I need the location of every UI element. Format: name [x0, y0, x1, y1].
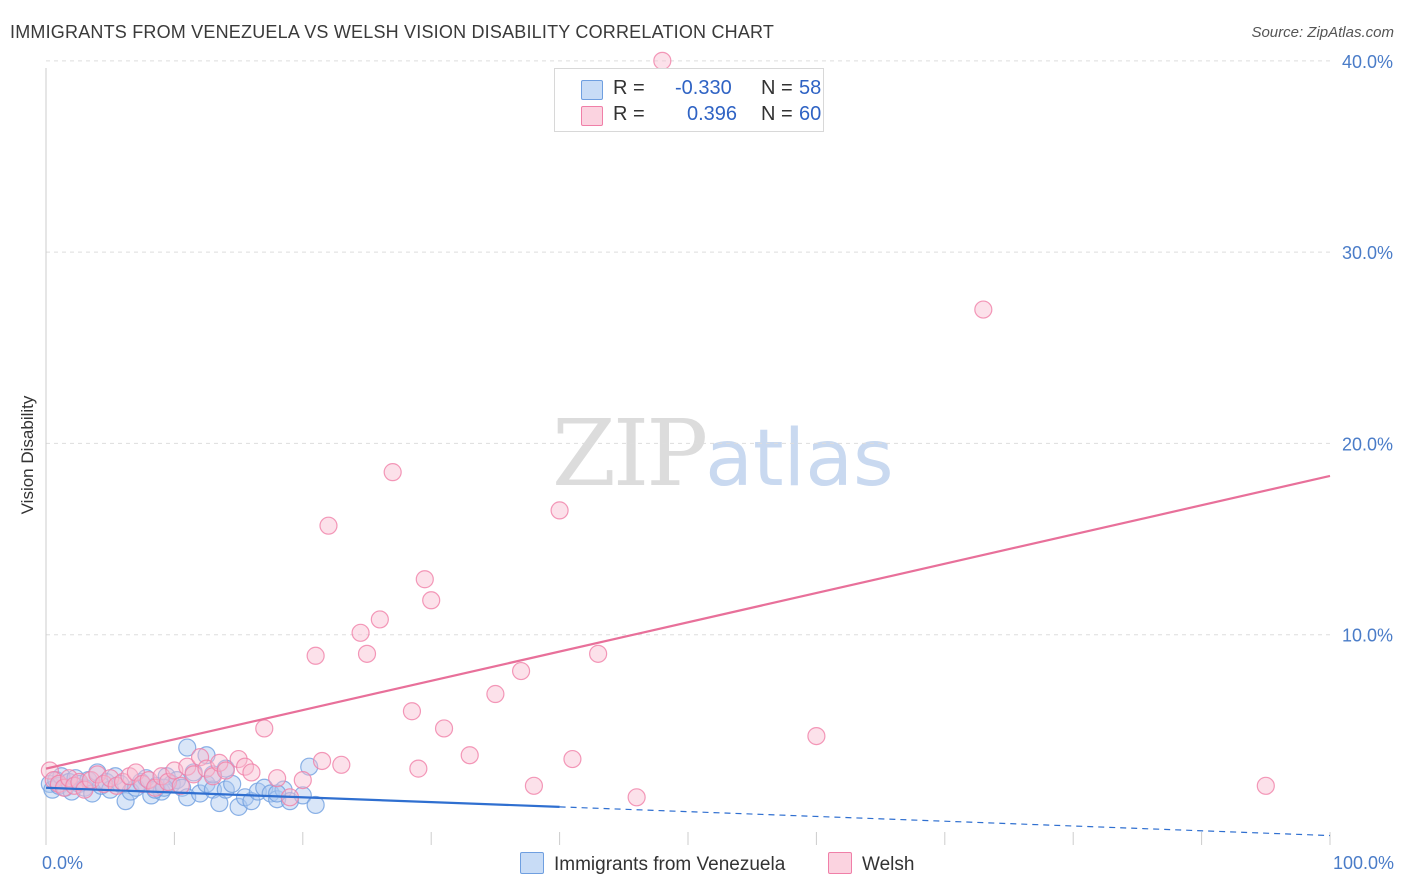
chart-title: IMMIGRANTS FROM VENEZUELA VS WELSH VISIO… — [10, 22, 775, 42]
welsh-point — [807, 726, 826, 746]
welsh-point — [627, 788, 646, 807]
welsh-point — [422, 591, 441, 610]
welsh-point — [563, 749, 582, 769]
welsh-point — [319, 516, 338, 535]
venezuela-point — [178, 738, 197, 757]
legend-r-value: 0.396 — [687, 103, 738, 125]
welsh-point — [293, 770, 312, 790]
welsh-point — [589, 644, 608, 663]
venezuela-point — [242, 792, 261, 811]
welsh-point — [312, 751, 332, 771]
welsh-trend-line — [45, 474, 1331, 770]
welsh-point — [268, 769, 287, 788]
welsh-point — [409, 759, 428, 778]
welsh-point — [1256, 776, 1275, 795]
source-label: Source: ZipAtlas.com — [1251, 24, 1394, 41]
y-tick-label: 10.0% — [1342, 626, 1393, 646]
legend-label-welsh: Welsh — [862, 854, 915, 875]
welsh-point — [524, 776, 544, 795]
watermark: ZIPatlas — [552, 400, 894, 507]
welsh-point — [653, 51, 672, 70]
correlation-legend: R = -0.330 N = 58 R = 0.396 N = 60 — [554, 68, 824, 132]
y-tick-label: 40.0% — [1342, 52, 1393, 72]
legend-n-label: N = — [761, 103, 793, 125]
welsh-point — [351, 623, 370, 642]
legend-swatch-welsh — [828, 852, 852, 874]
welsh-point — [171, 776, 190, 795]
welsh-point — [357, 644, 377, 663]
legend-r-label: R = — [613, 103, 645, 125]
x-tick-label: 100.0% — [1333, 853, 1394, 873]
legend-r-label: R = — [613, 77, 645, 99]
welsh-point — [550, 501, 569, 520]
welsh-point — [255, 719, 274, 738]
legend-label-venezuela: Immigrants from Venezuela — [554, 854, 786, 875]
welsh-point — [434, 719, 454, 738]
venezuela-trend-extension — [559, 806, 1331, 837]
welsh-point — [370, 610, 389, 629]
venezuela-point — [116, 792, 135, 811]
y-tick-label: 20.0% — [1342, 434, 1393, 454]
legend-n-label: N = — [761, 77, 793, 99]
welsh-point — [415, 570, 434, 589]
welsh-point — [460, 746, 479, 765]
welsh-point — [486, 684, 505, 704]
y-tick-label: 30.0% — [1342, 243, 1393, 263]
x-tick-label: 0.0% — [42, 853, 83, 873]
welsh-point — [974, 300, 993, 319]
welsh-point — [383, 463, 402, 482]
legend-item-welsh: Welsh — [828, 852, 914, 876]
venezuela-trend-line — [45, 786, 560, 808]
legend-n-value: 60 — [799, 103, 822, 125]
legend-item-venezuela: Immigrants from Venezuela — [520, 852, 785, 876]
legend-n-value: 58 — [799, 77, 822, 99]
welsh-point — [242, 763, 261, 782]
legend-swatch-venezuela — [581, 80, 603, 100]
welsh-point — [332, 755, 351, 774]
venezuela-point — [306, 795, 325, 815]
legend-swatch-welsh — [581, 106, 603, 126]
legend-r-value: -0.330 — [675, 77, 732, 99]
welsh-point — [402, 702, 422, 721]
welsh-point — [306, 646, 325, 665]
welsh-point — [511, 661, 531, 681]
welsh-point — [190, 748, 210, 767]
welsh-point — [216, 761, 235, 780]
legend-swatch-venezuela — [520, 852, 544, 874]
